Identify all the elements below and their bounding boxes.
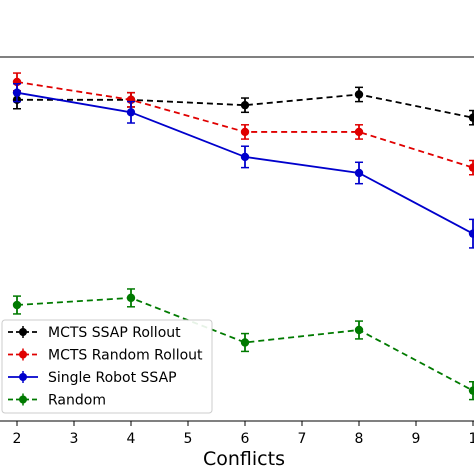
x-tick-label: 7	[298, 431, 307, 447]
data-point	[354, 127, 364, 137]
legend-label: MCTS Random Rollout	[48, 348, 203, 364]
legend-marker	[19, 350, 27, 359]
x-tick-label: 3	[70, 431, 79, 447]
series-line	[16, 296, 474, 392]
data-point	[12, 88, 22, 97]
data-point	[240, 100, 250, 110]
plot-frame	[0, 56, 474, 422]
x-tick-label: 2	[13, 431, 22, 447]
legend-label: MCTS SSAP Rollout	[48, 325, 181, 341]
data-point	[468, 113, 474, 122]
x-tick-label: 4	[127, 431, 136, 447]
legend-marker	[19, 395, 27, 404]
x-axis-label: Conflicts	[203, 448, 285, 470]
data-point	[468, 229, 474, 238]
legend-label: Single Robot SSAP	[48, 370, 177, 386]
data-point	[12, 300, 22, 310]
series-2	[12, 83, 474, 249]
x-tick-label: 8	[355, 431, 364, 447]
x-tick-label: 9	[412, 431, 421, 447]
data-point	[126, 108, 136, 117]
data-point	[354, 90, 364, 99]
legend-item: Single Robot SSAP	[8, 370, 177, 386]
legend-item: Random	[8, 393, 106, 409]
legend-marker	[19, 328, 27, 336]
series-3	[12, 288, 474, 401]
data-point	[240, 152, 250, 162]
legend-marker	[19, 373, 27, 381]
series-layer	[12, 72, 474, 401]
data-point	[354, 325, 364, 335]
data-point	[126, 293, 136, 303]
data-point	[468, 386, 474, 395]
legend-label: Random	[48, 393, 106, 409]
data-point	[240, 338, 250, 347]
x-tick-label: 1	[469, 431, 474, 447]
x-tick-label: 6	[241, 431, 250, 447]
data-point	[240, 127, 250, 137]
data-point	[468, 163, 474, 172]
legend-item: MCTS Random Rollout	[8, 348, 203, 364]
data-point	[354, 168, 364, 178]
series-line	[17, 93, 474, 119]
legend-box	[1, 319, 213, 414]
x-axis-ticks: 2 3 4 5 6 7 8 9 1	[13, 421, 474, 447]
legend-item: MCTS SSAP Rollout	[8, 325, 181, 341]
legend: MCTS SSAP Rollout MCTS Random Rollout Sing…	[1, 319, 213, 414]
x-tick-label: 5	[184, 431, 193, 447]
